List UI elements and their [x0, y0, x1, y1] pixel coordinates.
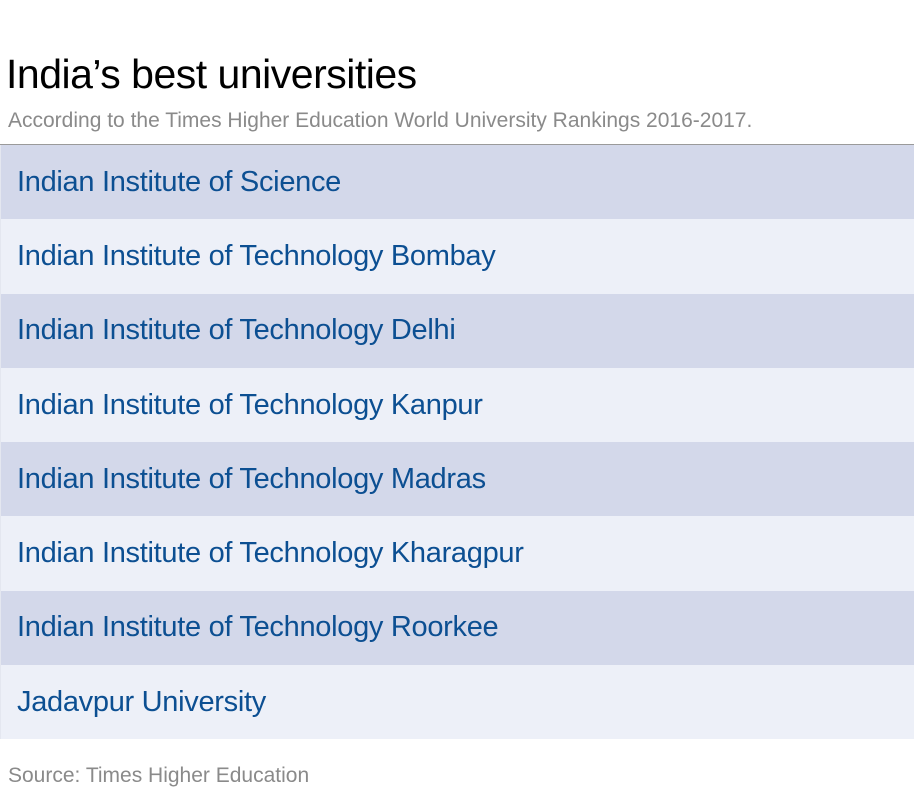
- university-name: Indian Institute of Technology Kharagpur: [17, 537, 524, 570]
- table-row: Indian Institute of Technology Delhi: [0, 293, 914, 368]
- table-row: Indian Institute of Technology Kanpur: [0, 367, 914, 443]
- table-row: Indian Institute of Technology Bombay: [0, 219, 914, 294]
- university-name: Jadavpur University: [17, 685, 266, 718]
- source-note: Source: Times Higher Education: [8, 764, 310, 787]
- table-row: Indian Institute of Technology Roorkee: [0, 590, 914, 666]
- university-name: Indian Institute of Technology Kanpur: [17, 388, 483, 421]
- university-name: Indian Institute of Technology Bombay: [17, 239, 496, 272]
- table-row: Indian Institute of Technology Madras: [0, 442, 914, 517]
- university-name: Indian Institute of Science: [17, 165, 341, 198]
- table-row: Jadavpur University: [0, 665, 914, 740]
- chart-title: India’s best universities: [6, 51, 417, 97]
- university-name: Indian Institute of Technology Delhi: [17, 314, 456, 347]
- universities-table: Indian Institute of Science Indian Insti…: [0, 144, 914, 740]
- table-row: Indian Institute of Technology Kharagpur: [0, 516, 914, 591]
- chart-subtitle: According to the Times Higher Education …: [8, 109, 753, 132]
- university-name: Indian Institute of Technology Madras: [17, 462, 486, 495]
- university-name: Indian Institute of Technology Roorkee: [17, 611, 499, 644]
- table-row: Indian Institute of Science: [0, 145, 914, 220]
